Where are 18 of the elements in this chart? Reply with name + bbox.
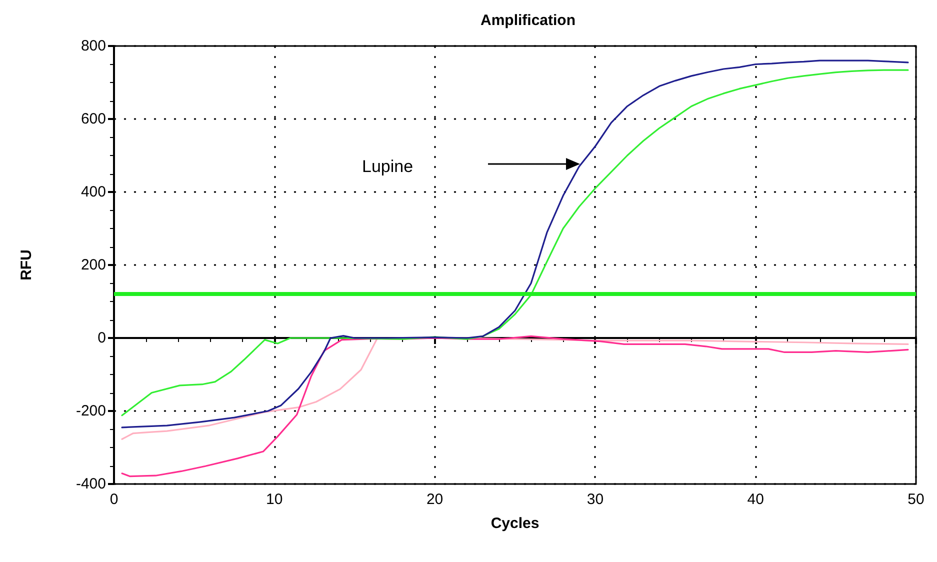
x-tick-label: 40 [747, 491, 764, 508]
x-tick-label: 20 [426, 491, 444, 508]
y-tick-label: 800 [80, 38, 106, 54]
line-series [121, 335, 909, 478]
x-tick-label: 30 [586, 491, 604, 508]
y-tick-label: 200 [80, 256, 106, 274]
y-tick-label: 400 [80, 184, 106, 200]
x-tick-label: 10 [266, 491, 283, 508]
x-tick-label: 50 [908, 491, 924, 508]
y-tick-label: 600 [80, 110, 106, 128]
x-tick-label: 0 [110, 491, 118, 508]
y-tick-label: -200 [76, 402, 106, 420]
y-tick-label: -400 [76, 476, 106, 492]
y-axis-title: RFU [18, 250, 35, 280]
x-axis-title: Cycles [490, 515, 540, 532]
chart-title: Amplification [480, 12, 576, 29]
annotation: Lupine [362, 157, 414, 176]
y-tick-label: 0 [98, 330, 106, 346]
